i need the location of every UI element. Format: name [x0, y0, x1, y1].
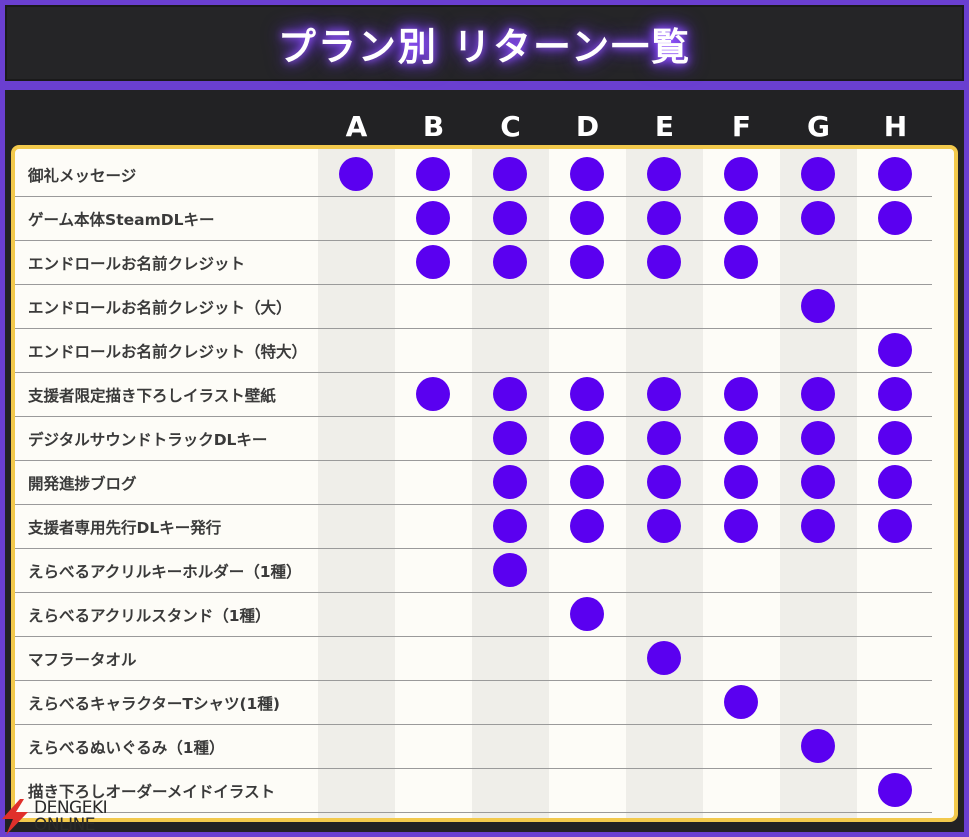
- included-dot-h: [878, 773, 912, 807]
- row-label: エンドロールお名前クレジット（大）: [28, 299, 292, 317]
- included-dot-b: [416, 201, 450, 235]
- column-header-d: D: [575, 109, 600, 143]
- included-dot-c: [493, 245, 527, 279]
- included-dot-h: [878, 465, 912, 499]
- logo-line-1: DENGEKI: [34, 798, 108, 818]
- included-dot-h: [878, 157, 912, 191]
- included-dot-g: [801, 509, 835, 543]
- included-dot-g: [801, 201, 835, 235]
- included-dot-h: [878, 421, 912, 455]
- included-dot-e: [647, 465, 681, 499]
- table-row: 御礼メッセージ: [15, 153, 932, 197]
- column-header-f: F: [731, 109, 752, 143]
- table-row: デジタルサウンドトラックDLキー: [15, 417, 932, 461]
- included-dot-g: [801, 289, 835, 323]
- included-dot-c: [493, 377, 527, 411]
- included-dot-f: [724, 157, 758, 191]
- included-dot-f: [724, 465, 758, 499]
- included-dot-g: [801, 421, 835, 455]
- included-dot-e: [647, 509, 681, 543]
- included-dot-g: [801, 465, 835, 499]
- column-header-g: G: [807, 109, 830, 143]
- included-dot-e: [647, 641, 681, 675]
- row-label: えらべるアクリルキーホルダー（1種）: [28, 563, 302, 581]
- row-label: えらべるアクリルスタンド（1種）: [28, 607, 271, 625]
- column-header-c: C: [500, 109, 521, 143]
- included-dot-f: [724, 377, 758, 411]
- row-label: えらべるキャラクターTシャツ(1種): [28, 695, 280, 713]
- included-dot-d: [570, 377, 604, 411]
- included-dot-d: [570, 421, 604, 455]
- included-dot-h: [878, 377, 912, 411]
- returns-table: 御礼メッセージゲーム本体SteamDLキーエンドロールお名前クレジットエンドロー…: [11, 145, 958, 822]
- included-dot-g: [801, 729, 835, 763]
- title-bar: プラン別 リターン一覧: [5, 5, 964, 81]
- column-header-h: H: [883, 109, 908, 143]
- table-row: 描き下ろしオーダーメイドイラスト: [15, 769, 932, 813]
- included-dot-a: [339, 157, 373, 191]
- included-dot-c: [493, 421, 527, 455]
- column-stripe: [318, 149, 395, 818]
- row-label: 開発進捗ブログ: [28, 475, 137, 493]
- row-label: 支援者限定描き下ろしイラスト壁紙: [28, 387, 276, 405]
- included-dot-d: [570, 201, 604, 235]
- included-dot-b: [416, 157, 450, 191]
- included-dot-c: [493, 157, 527, 191]
- included-dot-c: [493, 509, 527, 543]
- included-dot-d: [570, 245, 604, 279]
- included-dot-e: [647, 377, 681, 411]
- table-row: エンドロールお名前クレジット: [15, 241, 932, 285]
- row-label: えらべるぬいぐるみ（1種）: [28, 739, 225, 757]
- included-dot-e: [647, 245, 681, 279]
- table-row: 開発進捗ブログ: [15, 461, 932, 505]
- included-dot-d: [570, 157, 604, 191]
- row-label: デジタルサウンドトラックDLキー: [28, 431, 268, 449]
- included-dot-f: [724, 245, 758, 279]
- row-label: マフラータオル: [28, 651, 137, 669]
- included-dot-d: [570, 597, 604, 631]
- included-dot-f: [724, 509, 758, 543]
- included-dot-c: [493, 201, 527, 235]
- table-row: エンドロールお名前クレジット（大）: [15, 285, 932, 329]
- table-row: 支援者限定描き下ろしイラスト壁紙: [15, 373, 932, 417]
- included-dot-h: [878, 509, 912, 543]
- row-label: 御礼メッセージ: [28, 167, 137, 185]
- page-title: プラン別 リターン一覧: [277, 24, 692, 69]
- table-row: えらべるアクリルキーホルダー（1種）: [15, 549, 932, 593]
- lightning-bolt-icon: [2, 799, 28, 835]
- included-dot-h: [878, 201, 912, 235]
- included-dot-d: [570, 465, 604, 499]
- row-label: エンドロールお名前クレジット: [28, 255, 246, 273]
- table-row: えらべるキャラクターTシャツ(1種): [15, 681, 932, 725]
- included-dot-f: [724, 201, 758, 235]
- included-dot-g: [801, 377, 835, 411]
- included-dot-h: [878, 333, 912, 367]
- table-row: ゲーム本体SteamDLキー: [15, 197, 932, 241]
- table-row: えらべるぬいぐるみ（1種）: [15, 725, 932, 769]
- dengeki-online-logo: DENGEKI ONLINE: [0, 798, 130, 837]
- row-label: エンドロールお名前クレジット（特大）: [28, 343, 308, 361]
- table-row: エンドロールお名前クレジット（特大）: [15, 329, 932, 373]
- included-dot-e: [647, 421, 681, 455]
- included-dot-e: [647, 157, 681, 191]
- column-header-a: A: [345, 109, 368, 143]
- included-dot-g: [801, 157, 835, 191]
- row-label: 支援者専用先行DLキー発行: [28, 519, 222, 537]
- table-row: マフラータオル: [15, 637, 932, 681]
- included-dot-b: [416, 245, 450, 279]
- included-dot-f: [724, 421, 758, 455]
- included-dot-d: [570, 509, 604, 543]
- included-dot-c: [493, 465, 527, 499]
- column-header-b: B: [422, 109, 445, 143]
- included-dot-e: [647, 201, 681, 235]
- row-label: ゲーム本体SteamDLキー: [28, 211, 215, 229]
- table-row: 支援者専用先行DLキー発行: [15, 505, 932, 549]
- table-row: えらべるアクリルスタンド（1種）: [15, 593, 932, 637]
- included-dot-c: [493, 553, 527, 587]
- included-dot-b: [416, 377, 450, 411]
- column-header-e: E: [654, 109, 675, 143]
- included-dot-f: [724, 685, 758, 719]
- logo-line-2: ONLINE: [34, 815, 96, 835]
- row-label: 描き下ろしオーダーメイドイラスト: [28, 783, 276, 801]
